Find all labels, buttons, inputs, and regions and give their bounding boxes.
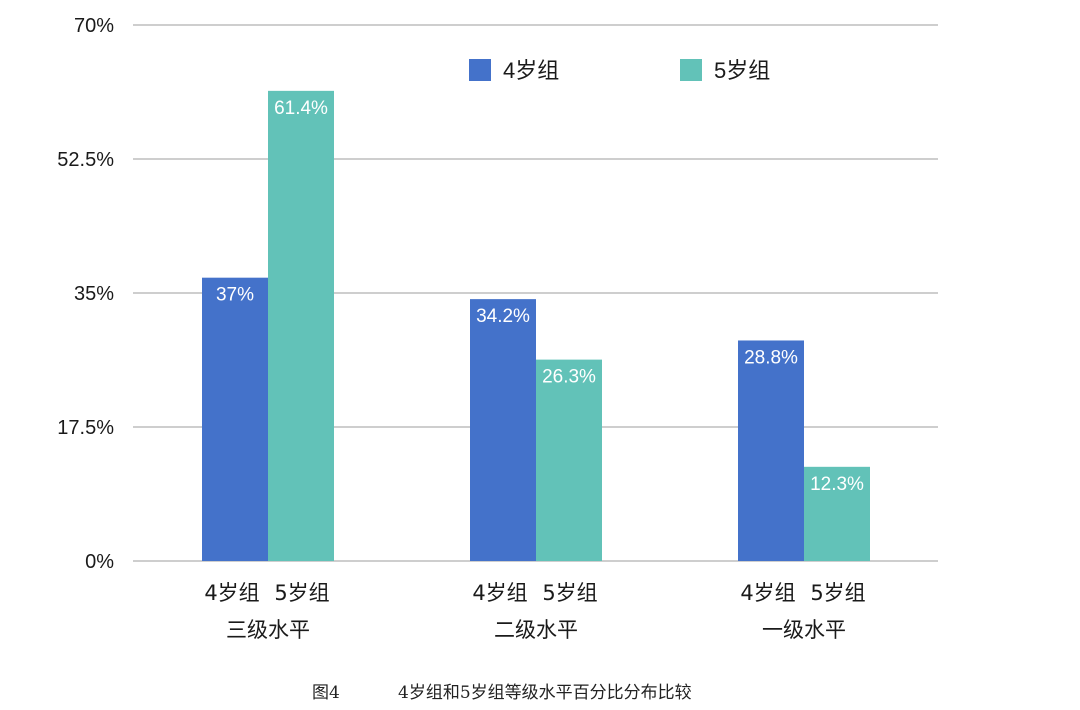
bars — [202, 90, 870, 561]
category-sublabel: 4岁组 — [204, 581, 259, 605]
y-tick-label: 0% — [85, 551, 114, 573]
y-tick-label: 52.5% — [57, 149, 114, 171]
bar-4-sui-group — [202, 277, 268, 561]
category-sublabel: 5岁组 — [810, 581, 865, 605]
bar-value-label: 37% — [216, 285, 254, 306]
category-label: 二级水平 — [494, 618, 578, 642]
category-sublabel: 5岁组 — [274, 581, 329, 605]
bar-value-labels: 37% 61.4% 34.2% 26.3% 28.8% 12.3% — [216, 98, 864, 495]
category-label: 三级水平 — [226, 618, 310, 642]
bar-chart: 0% 17.5% 35% 52.5% 70% 37% 61.4% 34.2% 26.3% 28.… — [57, 15, 938, 642]
bar-5-sui-group — [804, 466, 870, 561]
bar-5-sui-group — [268, 90, 334, 561]
bar-value-label: 61.4% — [274, 98, 328, 119]
category-sublabel: 4岁组 — [740, 581, 795, 605]
category-label: 一级水平 — [762, 618, 846, 642]
legend: 4岁组 5岁组 — [469, 58, 770, 83]
bar-4-sui-group — [470, 299, 536, 561]
bar-value-label: 26.3% — [542, 367, 596, 388]
bar-4-sui-group — [738, 340, 804, 561]
figure-number: 图4 — [312, 683, 340, 703]
bar-value-label: 28.8% — [744, 347, 798, 368]
legend-label: 5岁组 — [714, 58, 770, 83]
y-tick-label: 17.5% — [57, 417, 114, 439]
bar-value-label: 34.2% — [476, 306, 530, 327]
legend-swatch-5-sui — [680, 59, 702, 81]
category-sublabel: 5岁组 — [542, 581, 597, 605]
bar-5-sui-group — [536, 359, 602, 561]
y-axis-ticks: 0% 17.5% 35% 52.5% 70% — [57, 15, 114, 573]
bar-value-label: 12.3% — [810, 474, 864, 495]
figure-title: 4岁组和5岁组等级水平百分比分布比较 — [398, 683, 692, 703]
legend-label: 4岁组 — [503, 58, 559, 83]
category-sublabel: 4岁组 — [472, 581, 527, 605]
y-tick-label: 35% — [74, 283, 114, 305]
y-tick-label: 70% — [74, 15, 114, 37]
legend-swatch-4-sui — [469, 59, 491, 81]
